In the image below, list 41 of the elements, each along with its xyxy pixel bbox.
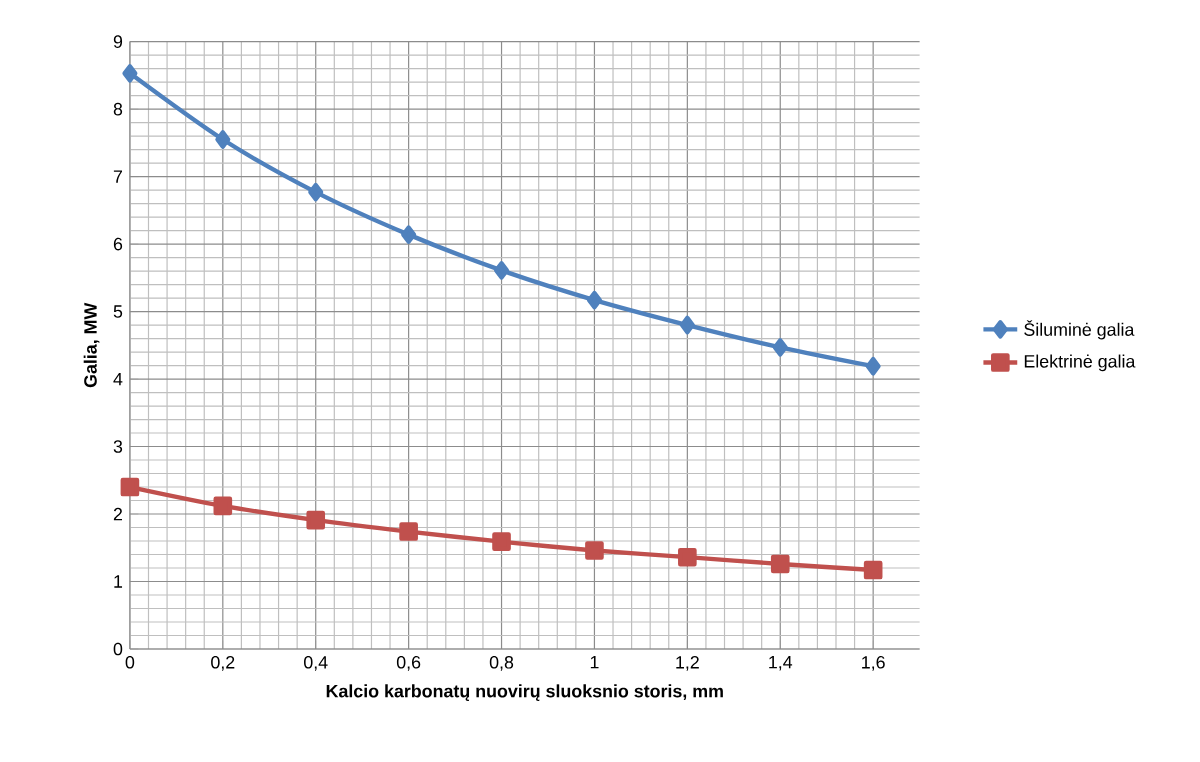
x-tick-label: 0,2	[211, 656, 235, 671]
point	[399, 522, 418, 541]
point	[401, 225, 417, 244]
point	[120, 477, 140, 497]
x-tick-label: 0	[125, 656, 135, 669]
point	[306, 510, 326, 530]
x-tick-label: 0,4	[304, 656, 328, 671]
y-tick-label: 7	[113, 170, 123, 183]
legend-label: Elektrinė galia	[1024, 354, 1136, 372]
x-tick-label: 1,4	[769, 656, 793, 671]
y-tick-label: 5	[113, 305, 123, 318]
point	[865, 356, 881, 376]
x-axis-title: Kalcio karbonatų nuovirų sluoksnio storis, mm	[326, 684, 723, 701]
y-tick-label: 1	[114, 575, 123, 588]
legend-label: Šiluminė galia	[1024, 320, 1135, 340]
y-tick-label: 0	[113, 642, 123, 656]
x-tick-label: 1	[590, 656, 599, 669]
point	[585, 541, 604, 560]
point	[772, 338, 788, 357]
y-tick-label: 2	[113, 507, 123, 521]
point	[494, 261, 510, 280]
y-tick-label: 3	[113, 440, 123, 453]
y-tick-label: 8	[113, 102, 123, 116]
y-axis-title: Galia, MW	[83, 302, 100, 388]
y-tick-label: 4	[113, 372, 123, 386]
point	[679, 315, 695, 335]
x-tick-label: 0,8	[489, 656, 514, 671]
point	[770, 554, 790, 574]
point	[678, 547, 697, 567]
x-tick-label: 1,2	[676, 656, 699, 671]
point	[122, 64, 138, 83]
y-tick-label: 6	[113, 237, 123, 251]
y-tick-label: 9	[113, 35, 123, 48]
point	[213, 496, 233, 516]
point	[863, 560, 883, 580]
x-tick-label: 1,6	[862, 656, 885, 671]
point	[215, 130, 231, 149]
point	[492, 532, 511, 552]
x-tick-label: 0,6	[396, 656, 421, 671]
point	[586, 290, 602, 310]
point	[308, 182, 324, 202]
